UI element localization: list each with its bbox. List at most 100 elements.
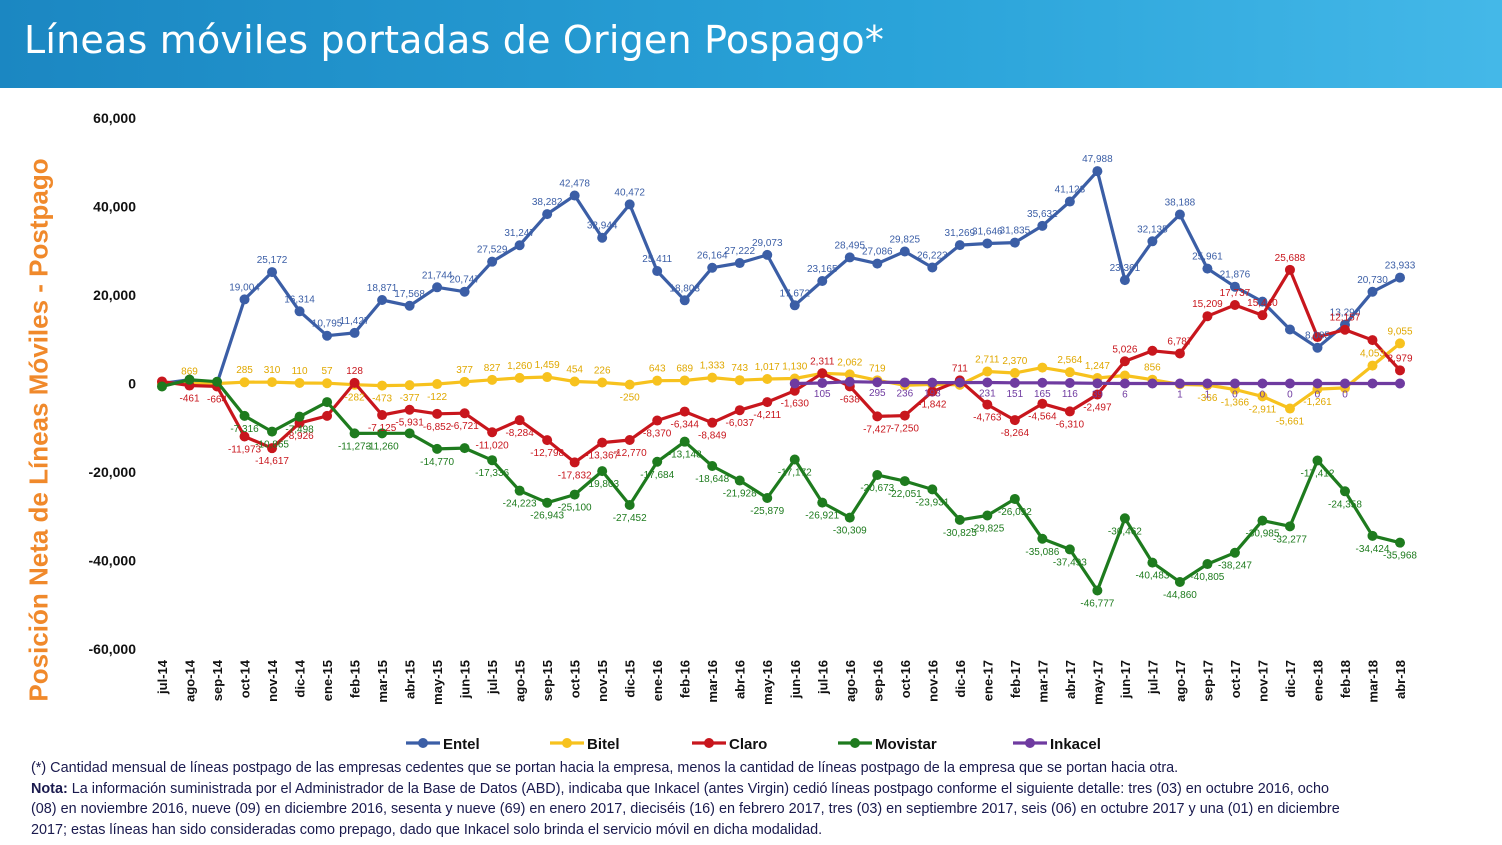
- data-point-entel: [459, 286, 470, 297]
- data-label: 0: [1287, 390, 1293, 401]
- data-label: -35,968: [1383, 551, 1417, 562]
- data-point-claro: [459, 408, 470, 419]
- x-tick-label: jul-15: [485, 660, 500, 695]
- data-label: -11,973: [228, 444, 262, 455]
- data-point-claro: [1312, 332, 1323, 343]
- data-point-inkacel: [1229, 378, 1240, 389]
- x-tick-label: ene-18: [1310, 660, 1325, 701]
- data-label: -26,943: [530, 511, 564, 522]
- data-point-movistar: [377, 428, 388, 439]
- data-point-bitel: [982, 366, 993, 377]
- data-label: 711: [952, 363, 968, 374]
- data-label: -25,100: [558, 503, 592, 514]
- data-label: 165: [1034, 389, 1051, 400]
- x-tick-label: dic-17: [1283, 660, 1298, 698]
- x-tick-label: oct-14: [238, 659, 253, 698]
- x-tick-label: dic-14: [293, 659, 308, 697]
- data-label: 31,247: [504, 228, 535, 239]
- x-tick-label: oct-16: [898, 660, 913, 698]
- data-point-claro: [322, 410, 333, 421]
- data-point-claro: [1395, 365, 1405, 376]
- data-label: 10,795: [312, 319, 343, 330]
- data-point-bitel: [432, 379, 443, 390]
- data-label: -250: [620, 393, 640, 404]
- data-point-entel: [542, 209, 553, 220]
- data-label: -24,223: [503, 499, 537, 510]
- legend-marker-inkacel: [1025, 738, 1035, 748]
- series-line-movistar: [161, 378, 1401, 593]
- data-point-entel: [762, 249, 773, 260]
- data-label: 31,646: [972, 226, 1003, 237]
- data-point-entel: [239, 294, 250, 305]
- x-tick-label: nov-16: [925, 660, 940, 702]
- data-label: 17,568: [394, 289, 425, 300]
- data-label: -6,721: [450, 421, 479, 432]
- data-point-entel: [1174, 209, 1185, 220]
- data-point-bitel: [542, 372, 553, 383]
- x-tick-label: jun-16: [788, 660, 803, 699]
- data-point-inkacel: [1312, 378, 1323, 389]
- legend-label-bitel: Bitel: [587, 736, 620, 753]
- data-label: 47,988: [1082, 154, 1113, 165]
- data-point-bitel: [514, 372, 525, 383]
- data-label: -4,564: [1028, 412, 1057, 423]
- data-point-inkacel: [1257, 378, 1268, 389]
- data-label: 19,004: [229, 282, 260, 293]
- data-label: 15,209: [1192, 299, 1223, 310]
- data-point-bitel: [1037, 362, 1048, 373]
- data-label: -638: [840, 394, 860, 405]
- x-tick-label: jul-16: [815, 660, 830, 695]
- data-point-claro: [1092, 389, 1103, 400]
- legend-label-claro: Claro: [729, 736, 767, 753]
- data-point-inkacel: [899, 377, 910, 388]
- data-label: 151: [1007, 389, 1024, 400]
- data-label: 226: [594, 365, 611, 376]
- data-point-movistar: [157, 381, 167, 392]
- data-point-claro: [624, 435, 635, 446]
- data-point-bitel: [1009, 368, 1020, 379]
- data-point-claro: [1064, 406, 1075, 417]
- legend-label-movistar: Movistar: [875, 736, 937, 753]
- data-label: -23,931: [915, 497, 949, 508]
- data-point-entel: [734, 258, 745, 269]
- data-point-entel: [954, 240, 965, 251]
- data-point-movistar: [349, 428, 360, 439]
- data-point-movistar: [1395, 537, 1405, 548]
- data-label: 231: [979, 388, 996, 399]
- data-point-movistar: [679, 436, 690, 447]
- x-tick-label: jul-14: [155, 659, 170, 695]
- data-point-movistar: [844, 512, 855, 523]
- data-point-movistar: [569, 489, 580, 500]
- data-label: 105: [814, 389, 831, 400]
- data-point-bitel: [1395, 338, 1405, 349]
- data-label: -29,825: [970, 523, 1004, 534]
- data-point-claro: [514, 415, 525, 426]
- data-label: 25,961: [1192, 252, 1223, 263]
- data-point-movistar: [1092, 585, 1103, 596]
- data-point-claro: [1367, 335, 1378, 346]
- footnote: (*) Cantidad mensual de líneas postpago …: [31, 758, 1351, 840]
- data-point-inkacel: [817, 378, 828, 389]
- data-point-entel: [1367, 286, 1378, 297]
- data-label: -6,852: [423, 422, 452, 433]
- x-tick-label: dic-16: [953, 660, 968, 698]
- data-point-bitel: [1367, 360, 1378, 371]
- data-label: 57: [322, 366, 334, 377]
- data-label: -12,770: [613, 448, 647, 459]
- data-point-claro: [817, 368, 828, 379]
- legend-label-inkacel: Inkacel: [1050, 736, 1101, 753]
- data-point-entel: [1119, 275, 1130, 286]
- data-point-movistar: [1064, 544, 1075, 555]
- data-label: 377: [456, 365, 473, 376]
- data-label: 31,269: [945, 228, 976, 239]
- data-point-claro: [734, 405, 745, 416]
- data-point-entel: [1037, 220, 1048, 231]
- data-label: 31,835: [1000, 226, 1031, 237]
- data-point-bitel: [459, 376, 470, 387]
- y-tick-label: -60,000: [89, 641, 137, 657]
- data-point-entel: [569, 190, 580, 201]
- data-point-entel: [322, 330, 333, 341]
- data-point-claro: [927, 386, 938, 397]
- data-point-movistar: [184, 374, 195, 385]
- data-point-bitel: [404, 380, 415, 391]
